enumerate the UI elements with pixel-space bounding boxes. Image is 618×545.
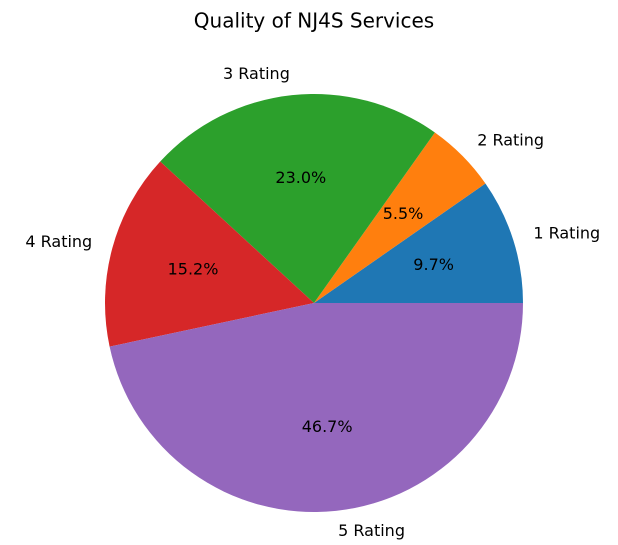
pie-slice — [104, 161, 314, 347]
pie-slice — [109, 303, 524, 512]
slice-label: 3 Rating — [223, 64, 290, 83]
slice-label: 1 Rating — [533, 224, 600, 243]
pie-slice — [314, 183, 523, 303]
value-label: 5.5% — [383, 204, 424, 223]
slice-label: 2 Rating — [477, 131, 544, 150]
value-label: 9.7% — [413, 255, 454, 274]
value-label: 46.7% — [302, 417, 353, 436]
pie-slice — [160, 94, 435, 303]
value-label: 15.2% — [168, 259, 219, 278]
slice-label: 4 Rating — [25, 232, 92, 251]
chart-title: Quality of NJ4S Services — [194, 9, 434, 33]
pie-slice — [314, 132, 486, 303]
value-label: 23.0% — [275, 168, 326, 187]
slice-label: 5 Rating — [338, 521, 405, 540]
